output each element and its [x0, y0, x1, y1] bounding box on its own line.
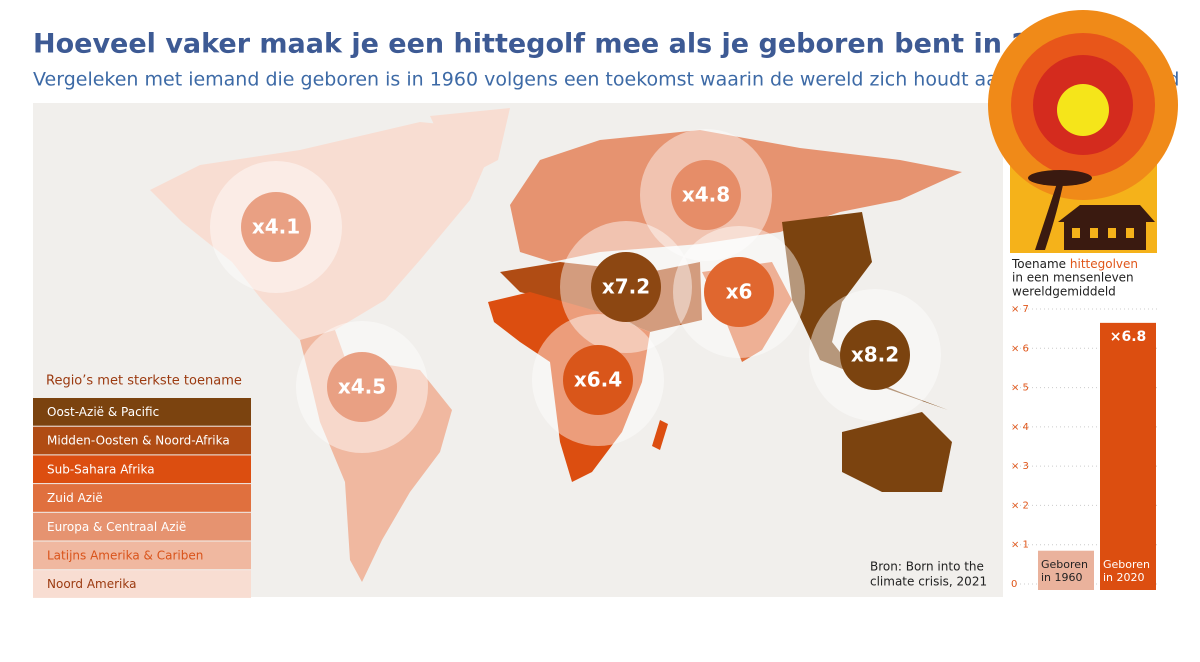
australia	[842, 412, 952, 492]
bubble	[327, 352, 397, 422]
category-text: Geboren in 1960	[1041, 558, 1089, 584]
madagascar	[652, 420, 668, 450]
bubbles: x4.1 x4.8 x7.2 x6 x6.4 x8.2 x4.5	[210, 129, 941, 453]
legend-label: Sub-Sahara Afrika	[47, 462, 155, 476]
icon-sun	[1057, 84, 1109, 136]
legend-label: Midden-Oosten & Noord-Afrika	[47, 434, 230, 448]
legend-label: Zuid Azië	[47, 491, 103, 505]
icon-window	[1072, 228, 1080, 238]
legend: Oost-Azië & Pacific Midden-Oosten & Noord…	[33, 398, 251, 598]
title-part: Toename	[1011, 257, 1066, 271]
legend-swatch	[33, 455, 251, 484]
y-tick-label: 0	[1011, 579, 1017, 590]
legend-swatch	[33, 484, 251, 512]
legend-label: Europa & Centraal Azië	[47, 520, 186, 534]
north-america	[150, 122, 500, 340]
bar	[1100, 322, 1156, 590]
legend-swatch	[33, 512, 251, 541]
chart-title: Toename hittegolven	[1011, 257, 1138, 271]
bubble	[563, 345, 633, 415]
bubble	[241, 192, 311, 262]
legend-swatch	[33, 426, 251, 455]
icon-trunk	[1035, 180, 1064, 250]
legend-title: Regio’s met sterkste toename	[46, 374, 242, 389]
legend-label: Noord Amerika	[47, 577, 136, 591]
source: climate crisis, 2021	[870, 575, 987, 589]
bubble	[591, 252, 661, 322]
chart-title: wereldgemiddeld	[1012, 285, 1116, 299]
x-tick-label: Geboren in 1960	[1041, 558, 1089, 584]
greenland	[430, 108, 510, 180]
bubble	[840, 320, 910, 390]
legend-label: Latijns Amerika & Cariben	[47, 549, 203, 563]
bubble-label: x8.2	[851, 343, 899, 367]
legend-swatch	[33, 398, 251, 426]
icon-window	[1090, 228, 1098, 238]
legend-label: Oost-Azië & Pacific	[47, 405, 159, 419]
bubble-label: x6	[726, 280, 753, 304]
source: Bron: Born into the	[870, 560, 984, 574]
x-tick-label: Geboren in 2020	[1103, 558, 1151, 584]
y-tick-label: × 7	[1011, 304, 1029, 315]
bar-chart: 0 × 1 × 2 × 3 × 4 × 5 × 6 × 7 Geboren in 1960 ×6.…	[1011, 304, 1157, 590]
subtitle: Vergeleken met iemand die geboren is in …	[33, 69, 1179, 91]
bubble	[704, 257, 774, 327]
title-part: hittegolven	[1070, 257, 1138, 271]
value-label: ×6.8	[1110, 329, 1147, 345]
bubble-label: x4.1	[252, 215, 300, 239]
title: Hoeveel vaker maak je een hittegolf mee …	[33, 29, 1102, 60]
bubble-label: x6.4	[574, 368, 622, 392]
legend-swatch	[33, 541, 251, 570]
icon-tree	[1028, 170, 1092, 186]
y-tick-label: × 4	[1011, 422, 1029, 433]
bubble	[671, 160, 741, 230]
category-text: Geboren in 2020	[1103, 558, 1151, 584]
icon-window	[1108, 228, 1116, 238]
y-tick-label: × 5	[1011, 383, 1029, 394]
chart-title: in een mensenleven	[1012, 271, 1134, 285]
bubble-label: x7.2	[602, 275, 650, 299]
legend-swatch	[33, 570, 251, 598]
y-tick-label: × 3	[1011, 461, 1029, 472]
east-asia	[782, 212, 948, 410]
icon	[988, 10, 1178, 253]
y-tick-label: × 1	[1011, 540, 1029, 551]
bubble-label: x4.8	[682, 183, 730, 207]
bar	[1038, 550, 1094, 590]
icon-roof	[1058, 205, 1155, 222]
bubble-label: x4.5	[338, 375, 386, 399]
y-tick-label: × 6	[1011, 343, 1029, 354]
icon-window	[1126, 228, 1134, 238]
y-tick-label: × 2	[1011, 500, 1029, 511]
